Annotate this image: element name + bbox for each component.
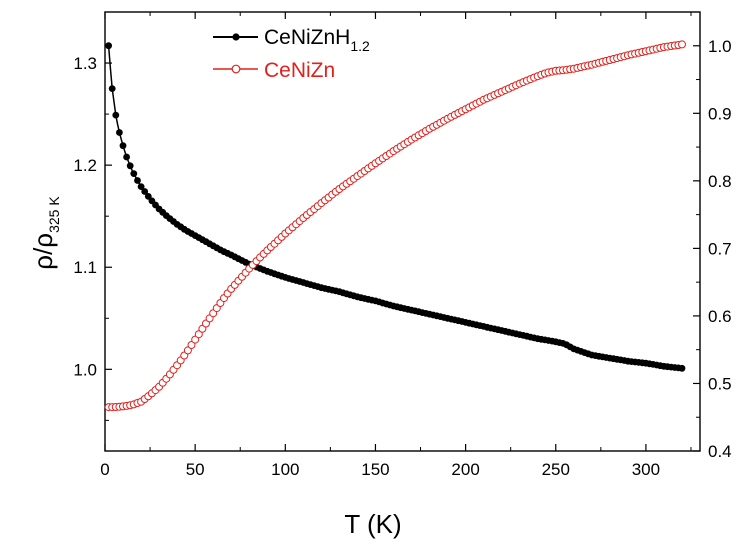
data-point <box>194 330 203 339</box>
data-point <box>198 324 207 333</box>
data-point <box>112 111 120 119</box>
series-1 <box>105 42 686 372</box>
plot-area-border <box>104 11 701 452</box>
data-point <box>130 170 138 178</box>
data-point <box>119 142 127 150</box>
y-right-tick-label: 0.4 <box>708 442 732 461</box>
x-axis-title: T (K) <box>344 509 401 539</box>
x-tick-label: 100 <box>271 460 299 479</box>
y-right-tick-label: 1.0 <box>708 37 732 56</box>
data-point <box>108 85 116 92</box>
data-point <box>141 188 149 195</box>
data-point <box>134 177 141 184</box>
series-line <box>107 45 683 370</box>
data-point <box>116 129 123 136</box>
y-left-tick-label: 1.3 <box>73 54 97 73</box>
y-right-tick-label: 0.9 <box>708 104 732 123</box>
series-layer <box>104 40 686 412</box>
data-point <box>123 153 130 161</box>
legend-marker-series-1 <box>232 33 240 41</box>
y-right-tick-label: 0.5 <box>708 374 732 393</box>
y-right-tick-label: 0.8 <box>708 172 732 191</box>
y-right-tick-label: 0.6 <box>708 307 732 326</box>
y-left-tick-label: 1.2 <box>73 156 97 175</box>
x-tick-label: 0 <box>100 460 109 479</box>
data-point <box>183 346 192 355</box>
x-tick-label: 300 <box>632 460 660 479</box>
x-tick-label: 50 <box>186 460 205 479</box>
legend-label-series-1: CeNiZnH1.2 <box>264 26 370 54</box>
y-axis-title-main: ρ/ρ <box>28 233 58 270</box>
y-right-tick-label: 0.7 <box>708 239 732 258</box>
data-point <box>105 42 112 50</box>
x-tick-label: 150 <box>361 460 389 479</box>
x-tick-label: 200 <box>451 460 479 479</box>
axis-ticks: 0 50 100 150 200 250 300 1.0 1.1 1.2 1.3 0.4 0.5 0.6 0… <box>73 12 732 479</box>
legend-label-series-2: CeNiZn <box>264 59 335 82</box>
legend: CeNiZnH1.2 CeNiZn <box>213 26 370 82</box>
data-point <box>678 364 686 372</box>
data-point <box>187 341 196 349</box>
x-tick-label: 250 <box>542 460 570 479</box>
data-point <box>191 335 200 344</box>
data-point <box>126 162 134 170</box>
legend-marker-series-2 <box>231 64 241 74</box>
y-left-tick-label: 1.1 <box>73 258 97 277</box>
data-point <box>137 183 145 191</box>
y-left-tick-label: 1.0 <box>73 360 97 379</box>
y-axis-title: ρ/ρ325 K <box>28 196 62 270</box>
y-axis-title-subscript: 325 K <box>46 196 62 233</box>
plot-frame <box>104 11 701 452</box>
data-point <box>678 40 686 49</box>
series-2 <box>104 40 686 412</box>
